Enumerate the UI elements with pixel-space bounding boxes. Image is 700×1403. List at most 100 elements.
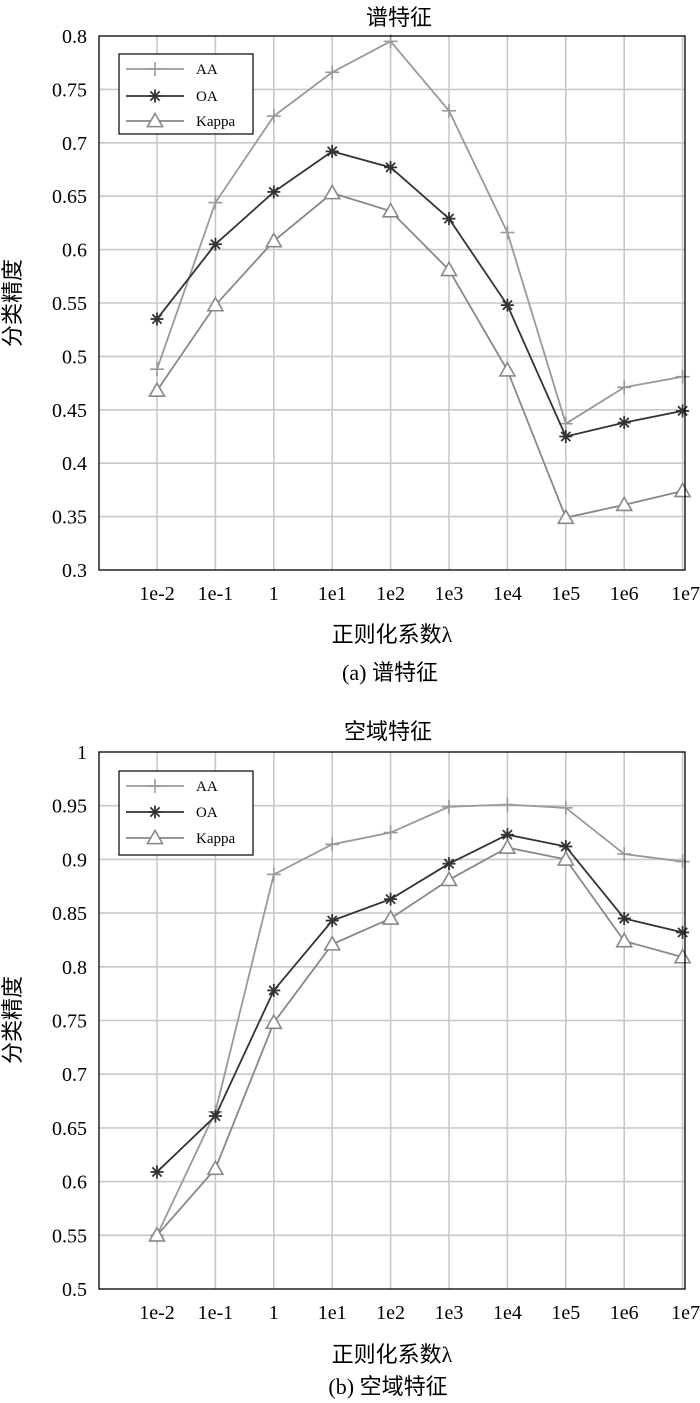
data-point xyxy=(440,870,458,887)
data-point xyxy=(266,109,281,124)
y-tick-label: 0.5 xyxy=(62,1279,87,1301)
data-point xyxy=(617,847,632,862)
data-point xyxy=(150,312,164,326)
data-point xyxy=(206,1159,225,1176)
x-tick-label: 1e7 xyxy=(671,583,700,605)
data-point xyxy=(383,34,398,49)
series-layer xyxy=(148,34,692,525)
legend-label: AA xyxy=(196,779,218,795)
data-point xyxy=(498,361,517,377)
series-oa xyxy=(150,828,690,1179)
data-point xyxy=(673,948,692,964)
legend-box xyxy=(118,770,254,856)
x-tick-label: 1e6 xyxy=(610,583,639,605)
legend-entry-aa: AA xyxy=(126,779,218,795)
y-tick-label: 0.8 xyxy=(62,26,87,48)
data-point xyxy=(500,298,514,312)
y-tick-label: 0.3 xyxy=(62,560,87,582)
y-tick-label: 0.35 xyxy=(52,507,87,529)
series-kappa xyxy=(148,183,692,525)
data-point xyxy=(617,911,631,925)
y-tick-label: 0.95 xyxy=(52,796,87,818)
x-axis-label: 正则化系数λ xyxy=(332,622,453,647)
y-tick-label: 0.65 xyxy=(52,186,87,208)
y-tick-label: 0.85 xyxy=(52,903,87,925)
data-point xyxy=(442,857,456,871)
data-point xyxy=(150,1165,164,1179)
series-line xyxy=(156,846,683,1236)
legend-marker xyxy=(146,111,164,128)
legend: AA OA Kappa xyxy=(118,770,254,856)
legend-label: Kappa xyxy=(196,114,235,130)
chart-title: 空域特征 xyxy=(344,719,432,744)
data-point xyxy=(325,837,340,852)
y-tick-label: 0.75 xyxy=(52,79,87,101)
y-tick-label: 0.9 xyxy=(62,849,87,871)
x-tick-label: 1e4 xyxy=(493,583,522,605)
x-tick-label: 1e-1 xyxy=(198,583,234,605)
x-tick-label: 1e5 xyxy=(551,1302,580,1324)
data-point xyxy=(384,160,398,174)
data-point xyxy=(442,212,456,226)
legend-entry-oa: OA xyxy=(126,89,218,105)
x-tick-label: 1e5 xyxy=(551,583,580,605)
y-tick-label: 0.65 xyxy=(52,1118,87,1140)
x-tick-label: 1e3 xyxy=(435,583,464,605)
data-point xyxy=(325,65,340,80)
data-point xyxy=(264,231,283,248)
series-line xyxy=(156,833,683,1173)
x-tick-label: 1 xyxy=(269,583,279,605)
data-point xyxy=(208,1109,222,1123)
legend-marker xyxy=(148,779,162,793)
series-line xyxy=(156,150,683,438)
y-tick-labels: 0.3 0.35 0.4 0.45 0.5 0.55 0.6 0.65 0.7 0.75 0.8 xyxy=(52,26,87,582)
series-kappa xyxy=(148,838,692,1242)
x-tick-labels: 1e-2 1e-1 1 1e1 1e2 1e3 1e4 1e5 1e6 1e7 xyxy=(139,583,700,605)
data-point xyxy=(325,914,339,928)
x-tick-label: 1e-1 xyxy=(198,1302,234,1324)
y-tick-label: 0.8 xyxy=(62,957,87,979)
y-tick-label: 0.75 xyxy=(52,1011,87,1033)
data-point xyxy=(615,495,634,512)
data-point xyxy=(676,404,690,418)
grid-lines xyxy=(99,752,685,1289)
figure-caption: (a) 谱特征 xyxy=(342,660,438,685)
data-point xyxy=(675,369,690,384)
data-point xyxy=(325,144,339,158)
data-point xyxy=(617,416,631,430)
legend-entry-kappa: Kappa xyxy=(126,111,235,130)
data-point xyxy=(615,931,634,948)
y-tick-label: 1 xyxy=(77,742,87,764)
x-tick-label: 1e-2 xyxy=(139,583,175,605)
legend-marker xyxy=(148,89,162,103)
y-tick-label: 0.4 xyxy=(62,453,87,475)
x-tick-label: 1e4 xyxy=(493,1302,522,1324)
y-axis-label: 分类精度 xyxy=(0,259,25,347)
data-point xyxy=(208,237,222,251)
data-point xyxy=(384,892,398,906)
x-tick-label: 1e2 xyxy=(376,583,405,605)
y-tick-label: 0.55 xyxy=(52,293,87,315)
data-point xyxy=(208,195,223,210)
data-point xyxy=(381,909,400,925)
y-tick-label: 0.45 xyxy=(52,400,87,422)
data-point xyxy=(558,800,573,815)
x-tick-label: 1e3 xyxy=(435,1302,464,1324)
legend-label: OA xyxy=(196,89,218,105)
plot-frame xyxy=(98,751,686,1290)
y-tick-label: 0.7 xyxy=(62,1064,87,1086)
data-point xyxy=(500,225,515,240)
series-aa xyxy=(150,34,690,431)
chart-spectral-features: 谱特征 0.30.350.40.450.50.550.60.650.70.750… xyxy=(0,5,700,685)
x-tick-labels: 1e-2 1e-1 1 1e1 1e2 1e3 1e4 1e5 1e6 1e7 xyxy=(139,1302,700,1324)
data-point xyxy=(617,380,632,395)
legend-marker xyxy=(146,828,164,845)
series-layer xyxy=(148,797,692,1243)
data-point xyxy=(556,508,575,525)
series-line xyxy=(156,40,683,426)
y-tick-label: 0.7 xyxy=(62,133,87,155)
data-point xyxy=(323,183,342,200)
x-tick-label: 1e1 xyxy=(318,1302,347,1324)
data-point xyxy=(440,260,458,277)
